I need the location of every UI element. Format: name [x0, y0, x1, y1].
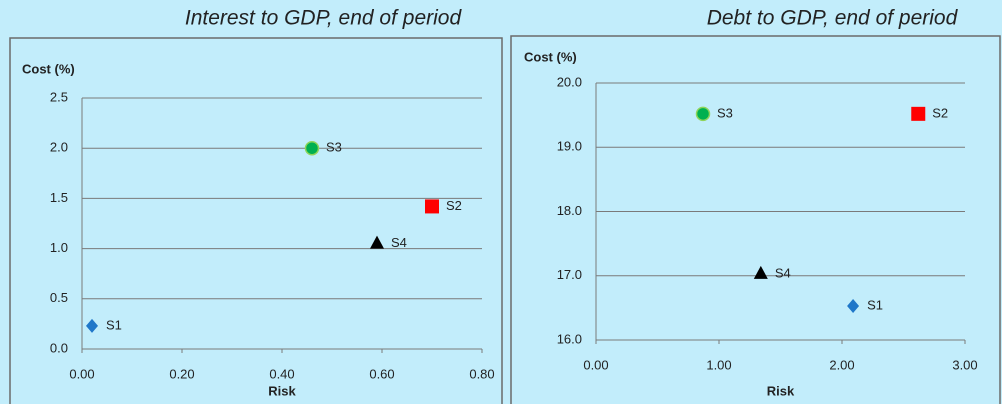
x-tick-label: 0.20	[169, 366, 194, 381]
point-label: S2	[932, 105, 948, 120]
point-label: S4	[775, 265, 791, 280]
y-tick-label: 1.0	[50, 240, 68, 255]
y-tick-label: 1.5	[50, 190, 68, 205]
point	[425, 199, 439, 214]
chart-frame	[510, 35, 1001, 404]
y-tick-label: 2.5	[50, 89, 68, 104]
x-tick-label: 0.60	[369, 366, 394, 381]
x-tick-label: 3.00	[952, 357, 977, 372]
point	[911, 106, 926, 121]
point-label: S1	[106, 317, 122, 332]
point-label: S4	[391, 235, 407, 250]
y-tick-label: 16.0	[557, 331, 582, 346]
y-tick-label: 19.0	[557, 139, 582, 154]
x-tick-label: 2.00	[829, 357, 854, 372]
x-tick-label: 0.00	[583, 357, 608, 372]
y-axis-label: Cost (%)	[524, 49, 577, 64]
chart-frame	[9, 37, 503, 404]
y-tick-label: 17.0	[557, 267, 582, 282]
point-label: S3	[326, 140, 342, 155]
point	[370, 235, 384, 249]
chart-title: Debt to GDP, end of period	[707, 7, 959, 30]
y-tick-label: 18.0	[557, 203, 582, 218]
x-tick-label: 0.00	[69, 366, 94, 381]
point	[753, 265, 768, 279]
point	[695, 106, 711, 122]
y-tick-label: 0.0	[50, 340, 68, 355]
point-label: S3	[717, 105, 733, 120]
y-axis-label: Cost (%)	[22, 61, 75, 76]
point-label: S1	[867, 297, 883, 312]
point	[304, 140, 320, 156]
point-label: S2	[446, 198, 462, 213]
x-axis-label: Risk	[767, 383, 795, 398]
y-tick-label: 2.0	[50, 140, 68, 155]
point	[86, 318, 98, 333]
x-axis-label: Risk	[268, 383, 296, 398]
x-tick-label: 0.40	[269, 366, 294, 381]
chart-title: Interest to GDP, end of period	[185, 7, 463, 30]
x-tick-label: 0.80	[469, 366, 494, 381]
y-tick-label: 20.0	[557, 74, 582, 89]
y-tick-label: 0.5	[50, 290, 68, 305]
point	[847, 298, 860, 313]
x-tick-label: 1.00	[706, 357, 731, 372]
